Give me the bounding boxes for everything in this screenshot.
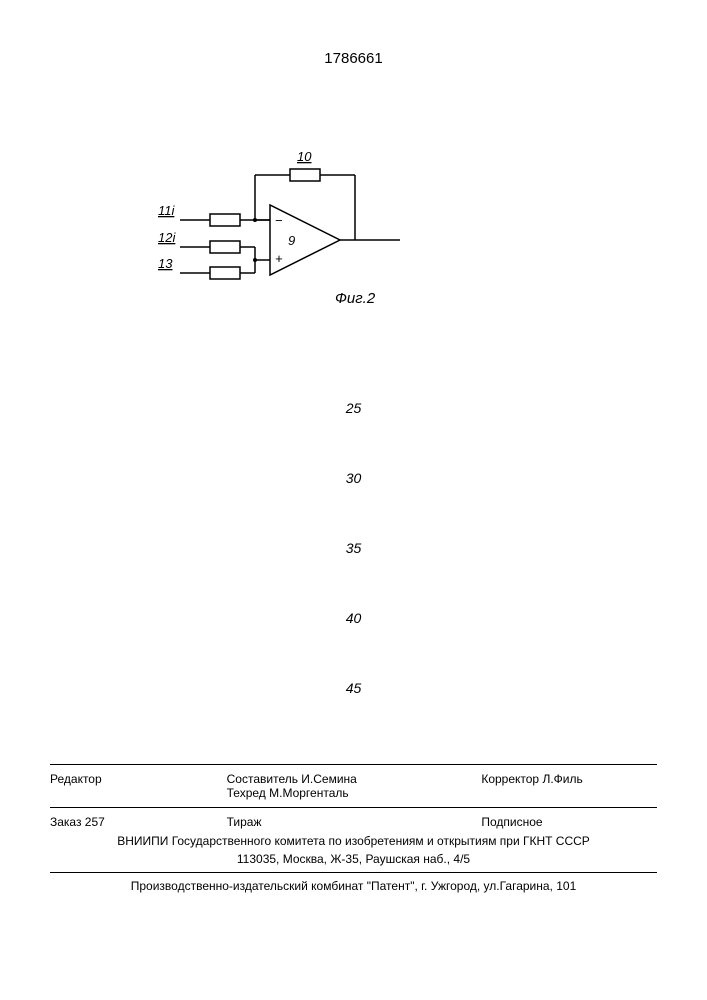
editor-label: Редактор — [50, 772, 187, 800]
figure-caption: Фиг.2 — [335, 290, 375, 307]
subscription: Подписное — [481, 815, 657, 829]
node-plus — [253, 258, 257, 262]
org-line: ВНИИПИ Государственного комитета по изоб… — [50, 832, 657, 850]
corrector: Корректор Л.Филь — [481, 772, 657, 800]
credits-row: Редактор Составитель И.Семина Техред М.М… — [50, 769, 657, 803]
circulation: Тираж — [227, 815, 442, 829]
line-number-40: 40 — [0, 610, 707, 626]
footer-block: Редактор Составитель И.Семина Техред М.М… — [50, 760, 657, 895]
resistor-r12 — [210, 241, 240, 253]
line-number-35: 35 — [0, 540, 707, 556]
order: Заказ 257 — [50, 815, 187, 829]
resistor-r11 — [210, 214, 240, 226]
page-number: 1786661 — [0, 50, 707, 67]
circuit-diagram: 10 11i 12i 13 − + 9 — [140, 165, 430, 305]
production-line: Производственно-издательский комбинат "П… — [50, 877, 657, 895]
address-line: 113035, Москва, Ж-35, Раушская наб., 4/5 — [50, 850, 657, 868]
label-plus: + — [275, 251, 283, 266]
line-number-30: 30 — [0, 470, 707, 486]
resistor-feedback — [290, 169, 320, 181]
node-minus — [253, 218, 257, 222]
label-minus: − — [275, 213, 283, 228]
label-r13: 13 — [158, 256, 173, 271]
label-r10: 10 — [297, 149, 312, 164]
label-amp: 9 — [288, 233, 295, 248]
divider — [50, 764, 657, 765]
line-number-25: 25 — [0, 400, 707, 416]
label-r11: 11i — [158, 203, 175, 218]
divider — [50, 872, 657, 873]
compiler: Составитель И.Семина — [227, 772, 442, 786]
techred: Техред М.Моргенталь — [227, 786, 442, 800]
divider — [50, 807, 657, 808]
label-r12: 12i — [158, 230, 176, 245]
line-number-45: 45 — [0, 680, 707, 696]
resistor-r13 — [210, 267, 240, 279]
order-row: Заказ 257 Тираж Подписное — [50, 812, 657, 832]
